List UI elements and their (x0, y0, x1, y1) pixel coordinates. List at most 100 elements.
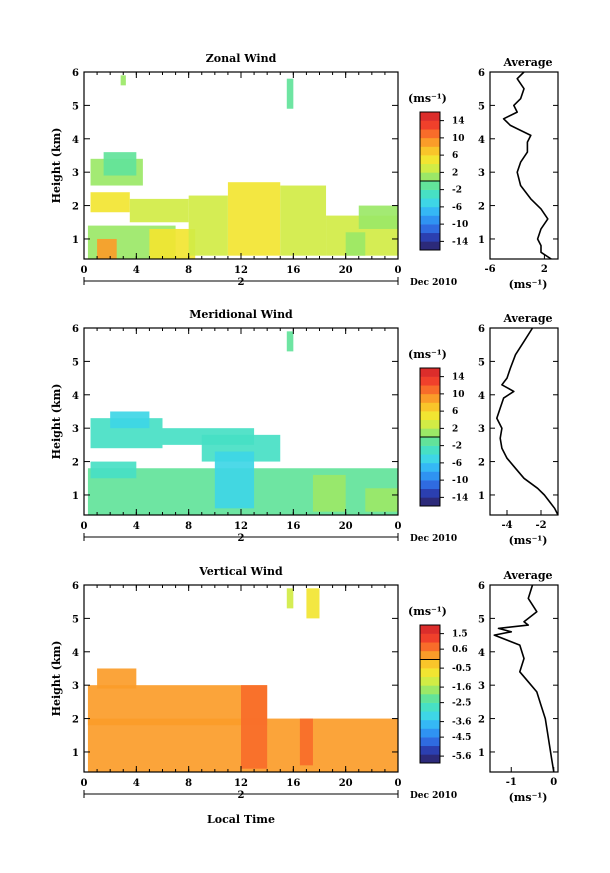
x-tick-label: 20 (339, 778, 353, 789)
colorbar-swatch (420, 411, 440, 421)
x-tick-label: 4 (133, 521, 140, 532)
x-axis-label: Local Time (207, 813, 275, 826)
heatmap (87, 331, 399, 515)
y-tick-label: 4 (72, 391, 79, 402)
colorbar-tick-label: 14 (452, 117, 465, 127)
y-axis-label: Height (km) (50, 384, 63, 460)
date-label: Dec 2010 (410, 534, 457, 544)
heatmap-cell (312, 474, 346, 512)
x-tick-label: 0 (81, 778, 88, 789)
panel-title: Vertical Wind (198, 565, 283, 578)
colorbar-swatch (420, 428, 440, 438)
colorbar-swatch (420, 376, 440, 386)
colorbar-tick-label: 10 (452, 390, 465, 400)
x-tick-label: 0 (81, 265, 88, 276)
colorbar-tick-label: -10 (452, 220, 468, 230)
x-tick-label: 0 (395, 778, 402, 789)
x-tick-label: 12 (234, 521, 248, 532)
colorbar-swatch (420, 650, 440, 660)
colorbar-swatch (420, 633, 440, 643)
colorbar-tick-label: -1.6 (452, 683, 471, 693)
avg-y-tick-label: 1 (478, 491, 485, 502)
colorbar-swatch (420, 754, 440, 764)
average-line (502, 71, 552, 260)
y-tick-label: 2 (72, 715, 79, 726)
average-profile: Average 1 2 3 4 5 6 -1 0(ms⁻¹) (478, 569, 559, 804)
colorbar-frame (419, 624, 441, 764)
avg-y-tick-label: 3 (478, 424, 485, 435)
colorbar-swatch (420, 172, 440, 182)
day-label: 2 (238, 790, 245, 801)
avg-x-tick-label: -4 (501, 520, 512, 531)
average-line (495, 327, 559, 516)
heatmap-cell (358, 205, 398, 229)
y-tick-label: 5 (72, 101, 79, 112)
avg-y-tick-label: 5 (478, 101, 485, 112)
heatmap-cell (97, 668, 137, 689)
colorbar-tick-label: -14 (452, 493, 468, 503)
x-tick-label: 4 (133, 778, 140, 789)
x-tick-label: 8 (185, 265, 192, 276)
colorbar-unit: (ms⁻¹) (408, 605, 447, 618)
colorbar-tick-label: 2 (452, 424, 458, 434)
avg-y-tick-label: 4 (478, 391, 485, 402)
y-tick-label: 1 (72, 235, 79, 246)
colorbar: 1.5 0.6 -0.5 -1.6 -2.5 -3.6 -4.5 -5.6 (419, 624, 471, 764)
heatmap-cell (87, 685, 268, 726)
avg-y-tick-label: 3 (478, 168, 485, 179)
colorbar-swatch (420, 112, 440, 121)
average-profile: Average 1 2 3 4 5 6 -4 -2 (ms⁻¹) (478, 312, 559, 547)
colorbar-swatch (420, 668, 440, 678)
heatmap-cell (286, 78, 294, 109)
x-tick-label: 20 (339, 521, 353, 532)
heatmap-cell (120, 75, 126, 86)
x-tick-label: 8 (185, 521, 192, 532)
heatmap (87, 588, 399, 772)
heatmap-cell (241, 685, 268, 769)
y-tick-label: 6 (72, 581, 79, 592)
colorbar-unit: (ms⁻¹) (408, 348, 447, 361)
avg-y-tick-label: 5 (478, 357, 485, 368)
colorbar-tick-label: -2 (452, 442, 462, 452)
x-tick-label: 4 (133, 265, 140, 276)
average-frame (489, 71, 559, 260)
colorbar-swatch (420, 737, 440, 747)
heatmap-cell (299, 718, 313, 766)
y-tick-label: 3 (72, 681, 79, 692)
y-tick-label: 6 (72, 324, 79, 335)
colorbar-swatch (420, 385, 440, 395)
colorbar-tick-label: -14 (452, 237, 468, 247)
colorbar-unit: (ms⁻¹) (408, 92, 447, 105)
x-tick-label: 12 (234, 778, 248, 789)
x-tick-label: 12 (234, 265, 248, 276)
avg-x-tick-label: 0 (550, 777, 557, 788)
colorbar-swatch (420, 694, 440, 703)
colorbar-swatch (420, 480, 440, 490)
avg-x-tick-label: -1 (506, 777, 517, 788)
colorbar-swatch (420, 402, 440, 412)
x-tick-label: 0 (81, 521, 88, 532)
colorbar-swatch (420, 146, 440, 156)
heatmap-cell (188, 195, 228, 256)
average-title: Average (502, 569, 552, 582)
heatmap (87, 75, 398, 259)
heatmap-cell (306, 588, 320, 619)
heatmap-cell (129, 198, 189, 223)
y-tick-label: 6 (72, 68, 79, 79)
colorbar-tick-label: -5.6 (452, 752, 471, 762)
average-x-label: (ms⁻¹) (509, 278, 548, 291)
colorbar-swatch (420, 437, 440, 446)
colorbar-swatch (420, 419, 440, 429)
y-tick-label: 1 (72, 491, 79, 502)
y-tick-label: 1 (72, 748, 79, 759)
avg-y-tick-label: 6 (478, 68, 485, 79)
colorbar-swatch (420, 368, 440, 377)
avg-y-tick-label: 2 (478, 202, 485, 213)
colorbar-tick-label: -4.5 (452, 733, 471, 743)
x-tick-label: 16 (286, 265, 300, 276)
y-axis-label: Height (km) (50, 128, 63, 204)
colorbar: 14 10 6 2 -2 -6 -10 -14 (419, 367, 468, 507)
